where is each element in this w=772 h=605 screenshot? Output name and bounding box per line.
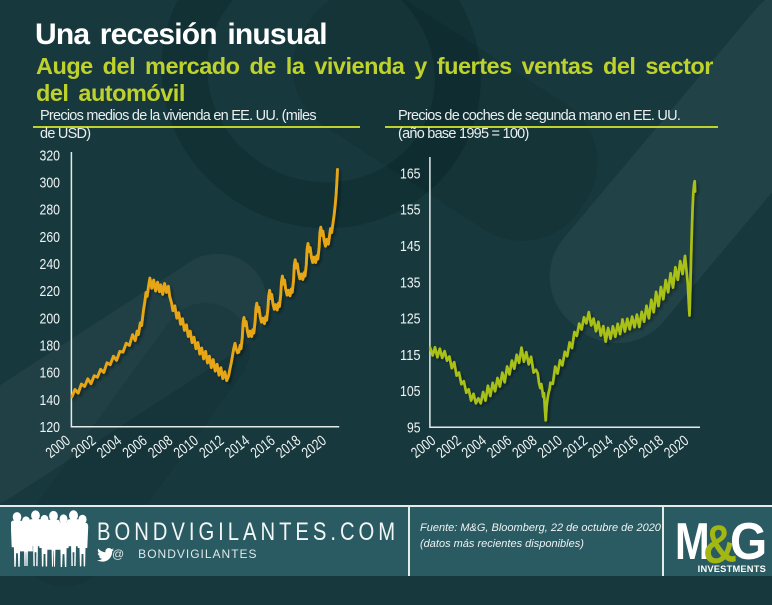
svg-text:140: 140 — [40, 392, 61, 409]
svg-text:95: 95 — [407, 420, 421, 437]
svg-text:135: 135 — [400, 274, 421, 291]
svg-text:300: 300 — [40, 175, 61, 192]
svg-text:2020: 2020 — [299, 432, 330, 462]
svg-text:105: 105 — [400, 383, 421, 400]
svg-text:120: 120 — [40, 419, 61, 436]
svg-text:160: 160 — [40, 365, 61, 382]
svg-text:320: 320 — [40, 147, 61, 164]
svg-text:165: 165 — [400, 165, 421, 182]
svg-text:240: 240 — [40, 256, 61, 273]
svg-text:200: 200 — [40, 310, 61, 327]
svg-text:280: 280 — [40, 202, 61, 219]
svg-text:2020: 2020 — [661, 432, 692, 462]
svg-text:125: 125 — [400, 311, 421, 328]
svg-text:155: 155 — [400, 202, 421, 219]
svg-text:115: 115 — [400, 347, 421, 364]
svg-text:145: 145 — [400, 238, 421, 255]
svg-text:220: 220 — [40, 283, 61, 300]
svg-text:180: 180 — [40, 338, 61, 355]
svg-text:260: 260 — [40, 229, 61, 246]
